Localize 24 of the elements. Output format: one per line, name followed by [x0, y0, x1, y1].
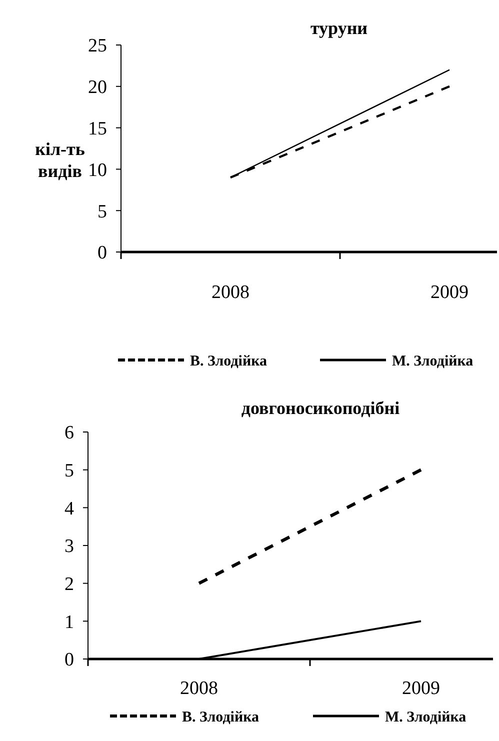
x-tick-label: 2008	[180, 678, 218, 699]
y-axis-title: кіл-ть видів	[35, 139, 86, 181]
y-tick-label: 25	[88, 36, 107, 57]
chart-title: довгоносикоподібні	[241, 398, 400, 418]
x-tick-label: 2009	[402, 678, 440, 699]
legend-label: М. Злодійка	[385, 709, 467, 726]
x-tick-label: 2008	[212, 282, 250, 303]
y-tick-label: 0	[64, 650, 74, 671]
y-tick-label: 10	[88, 160, 107, 181]
y-tick-label: 1	[64, 612, 74, 633]
y-tick-label: 5	[98, 201, 107, 222]
y-tick-label: 15	[88, 118, 107, 140]
y-tick-label: 2	[64, 574, 74, 595]
y-tick-label: 3	[64, 536, 74, 558]
chart-title: туруни	[310, 18, 368, 38]
x-tick-label: 2009	[430, 282, 468, 303]
y-tick-label: 6	[64, 422, 74, 444]
legend-label: М. Злодійка	[392, 353, 474, 370]
y-tick-label: 5	[64, 460, 74, 482]
y-tick-label: 4	[64, 498, 74, 520]
y-tick-label: 20	[88, 77, 107, 98]
y-tick-label: 0	[98, 242, 107, 264]
legend-label: В. Злодійка	[182, 709, 260, 726]
legend-label: В. Злодійка	[190, 353, 268, 370]
